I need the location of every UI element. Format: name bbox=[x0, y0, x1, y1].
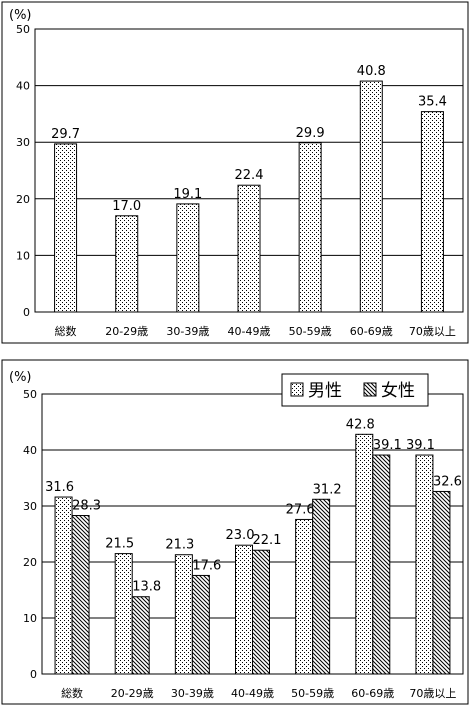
c2-category-label: 60-69歳 bbox=[351, 687, 394, 700]
c1-bar bbox=[176, 203, 200, 313]
c2-value-label: 21.5 bbox=[105, 537, 134, 552]
c1-value-label: 40.8 bbox=[357, 64, 386, 79]
c1-y-tick-label: 20 bbox=[16, 193, 30, 206]
c1-y-tick-label: 0 bbox=[23, 306, 30, 319]
chart-1: (%) 0 10 20 30 40 50 29.7 17.0 19.1 22.4 29.9 40.8… bbox=[1, 1, 469, 344]
c2-value-label: 13.8 bbox=[132, 580, 161, 595]
c1-category-label: 総数 bbox=[55, 324, 77, 338]
c1-y-tick-label: 50 bbox=[16, 23, 30, 36]
legend-swatch-female bbox=[363, 382, 377, 397]
chart-1-unit-label: (%) bbox=[9, 8, 32, 23]
c2-value-label: 23.0 bbox=[226, 528, 255, 543]
c2-bar bbox=[191, 574, 210, 675]
c2-bar bbox=[54, 496, 73, 675]
c1-value-label: 19.1 bbox=[173, 187, 202, 202]
c2-bar bbox=[235, 544, 253, 675]
c2-y-tick-label: 30 bbox=[23, 500, 37, 513]
c2-value-label: 31.6 bbox=[45, 480, 74, 495]
c2-value-label: 21.3 bbox=[165, 538, 194, 553]
c2-y-tick-label: 20 bbox=[23, 556, 37, 569]
c1-value-label: 22.4 bbox=[235, 168, 264, 183]
c2-bar bbox=[252, 549, 270, 675]
c1-y-tick-label: 40 bbox=[16, 80, 30, 93]
c2-bar bbox=[432, 490, 451, 675]
c2-category-label: 20-29歳 bbox=[111, 687, 154, 700]
c1-bar bbox=[54, 143, 78, 313]
c1-value-label: 29.7 bbox=[51, 127, 80, 142]
c2-value-label: 17.6 bbox=[192, 558, 221, 573]
c1-y-tick-label: 10 bbox=[16, 249, 30, 262]
chart-2: (%) 0 10 20 30 40 50 31.6 28.3 21.5 13.8 21.3 17.6… bbox=[1, 359, 469, 705]
legend-label-male: 男性 bbox=[308, 381, 342, 401]
c2-value-label: 32.6 bbox=[433, 474, 462, 489]
legend-box bbox=[281, 373, 429, 407]
c2-category-label: 70歳以上 bbox=[409, 687, 456, 700]
c1-category-label: 20-29歳 bbox=[105, 325, 148, 338]
c2-y-tick-label: 50 bbox=[23, 388, 37, 401]
c1-value-label: 29.9 bbox=[296, 126, 325, 141]
c1-bar bbox=[359, 80, 383, 313]
c2-bar bbox=[114, 553, 133, 675]
c2-y-tick-label: 10 bbox=[23, 612, 37, 625]
c1-category-label: 30-39歳 bbox=[166, 325, 209, 338]
c2-bar bbox=[415, 454, 434, 675]
c2-value-label: 39.1 bbox=[373, 438, 402, 453]
c2-value-label: 27.6 bbox=[286, 502, 315, 517]
c2-category-label: 30-39歳 bbox=[171, 687, 214, 700]
c1-category-label: 50-59歳 bbox=[289, 325, 332, 338]
c1-bar bbox=[115, 215, 139, 313]
c1-category-label: 60-69歳 bbox=[350, 325, 393, 338]
c1-value-label: 17.0 bbox=[112, 199, 141, 214]
c2-bar bbox=[71, 515, 90, 675]
chart-2-unit-label: (%) bbox=[9, 370, 32, 385]
legend-label-female: 女性 bbox=[381, 381, 415, 401]
c1-value-label: 35.4 bbox=[418, 95, 447, 110]
c1-category-label: 70歳以上 bbox=[409, 325, 456, 338]
c2-y-tick-label: 0 bbox=[30, 668, 37, 681]
c1-bar bbox=[298, 142, 322, 313]
c1-bar bbox=[420, 111, 444, 313]
chart-2-legend: 男性 女性 bbox=[281, 373, 429, 407]
c2-bar bbox=[295, 518, 314, 675]
c1-category-label: 40-49歳 bbox=[228, 325, 271, 338]
c2-bar bbox=[372, 454, 391, 675]
c2-bar bbox=[131, 596, 150, 675]
c2-bar bbox=[355, 433, 374, 675]
c2-category-label: 50-59歳 bbox=[291, 687, 334, 700]
c2-value-label: 31.2 bbox=[313, 482, 342, 497]
c2-value-label: 28.3 bbox=[72, 499, 101, 514]
chart-1-frame bbox=[1, 1, 469, 344]
c2-bar bbox=[312, 498, 331, 675]
c2-value-label: 22.1 bbox=[253, 533, 282, 548]
c2-category-label: 40-49歳 bbox=[231, 687, 274, 700]
c1-bar bbox=[237, 184, 261, 313]
c2-value-label: 39.1 bbox=[406, 438, 435, 453]
legend-swatch-male bbox=[290, 382, 304, 397]
c2-bar bbox=[174, 554, 193, 675]
c1-y-tick-label: 30 bbox=[16, 136, 30, 149]
c2-y-tick-label: 40 bbox=[23, 444, 37, 457]
c2-category-label: 総数 bbox=[61, 686, 83, 700]
c2-value-label: 42.8 bbox=[346, 417, 375, 432]
